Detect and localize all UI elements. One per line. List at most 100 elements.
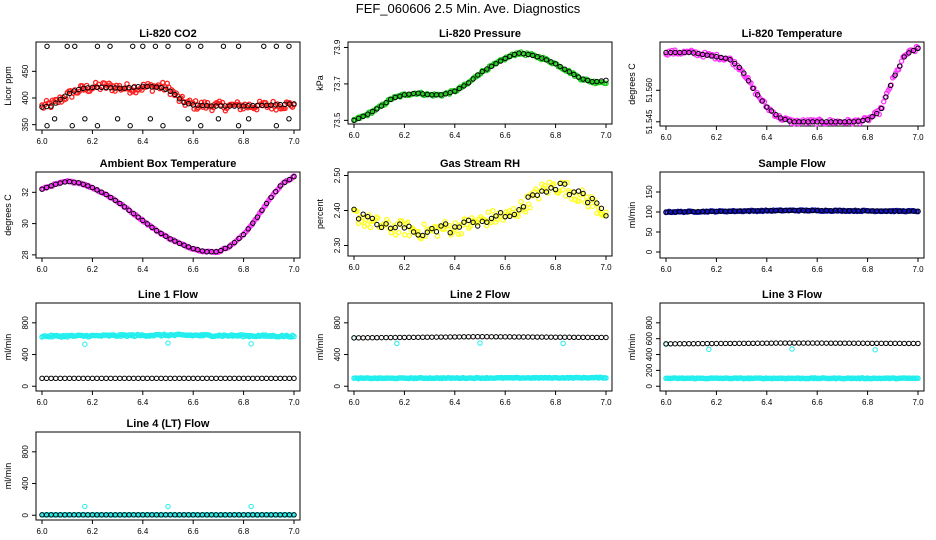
data-point — [117, 375, 123, 382]
x-tick-label: 6.4 — [137, 398, 149, 407]
y-tick-label: 150 — [645, 185, 654, 199]
data-point — [383, 334, 389, 341]
data-point — [406, 223, 412, 230]
data-point — [837, 340, 843, 346]
data-point — [420, 232, 426, 239]
data-point — [176, 96, 183, 102]
y-tick-label: 73.9 — [333, 39, 342, 55]
data-point — [575, 74, 582, 80]
series-avg — [351, 50, 609, 124]
series-spikes — [82, 503, 254, 510]
x-tick-label: 6.8 — [862, 398, 874, 407]
data-point — [261, 43, 267, 49]
data-point — [493, 213, 499, 219]
data-point — [82, 341, 88, 347]
data-point — [263, 200, 270, 207]
data-point — [768, 108, 775, 114]
data-point — [442, 221, 449, 227]
data-point — [915, 340, 921, 347]
data-point — [406, 232, 412, 239]
x-tick-label: 6.4 — [449, 131, 461, 140]
x-tick-label: 6.0 — [348, 263, 360, 272]
data-point — [552, 186, 559, 193]
data-point — [876, 111, 882, 118]
chart-title: Ambient Box Temperature — [100, 158, 237, 170]
data-point — [493, 61, 499, 67]
data-point — [580, 190, 586, 197]
chart-panel-3: Li-820 Temperature degrees C 6.0 6.2 6.4 6.6 6… — [627, 28, 925, 142]
data-point — [360, 113, 366, 120]
data-point — [394, 340, 400, 347]
data-point — [494, 216, 500, 223]
data-point — [456, 224, 463, 230]
x-tick-label: 7.0 — [912, 265, 924, 274]
x-tick-label: 6.4 — [449, 263, 461, 272]
data-point — [548, 334, 554, 340]
x-tick-label: 6.0 — [348, 398, 360, 407]
data-point — [527, 204, 533, 211]
data-point — [745, 74, 751, 81]
data-point — [82, 503, 88, 510]
data-point — [272, 188, 279, 195]
data-point — [898, 58, 905, 64]
x-tick-label: 6.2 — [87, 527, 99, 536]
data-point — [374, 221, 380, 228]
data-point — [910, 47, 917, 54]
data-point — [282, 179, 288, 186]
data-point — [906, 340, 912, 347]
data-point — [533, 186, 539, 192]
data-point — [534, 192, 540, 198]
data-point — [254, 375, 261, 382]
x-tick-label: 6.2 — [87, 398, 99, 407]
data-point — [722, 340, 729, 347]
data-point — [291, 333, 297, 340]
data-point — [277, 183, 283, 189]
x-tick-label: 6.8 — [238, 398, 250, 407]
data-point — [686, 340, 692, 347]
data-point — [522, 209, 529, 215]
data-point — [259, 207, 265, 214]
data-point — [832, 340, 839, 346]
data-point — [231, 239, 238, 246]
data-point — [387, 96, 394, 103]
data-point — [160, 123, 166, 129]
data-point — [365, 213, 371, 220]
plot-frame — [659, 302, 925, 392]
data-point — [584, 77, 591, 84]
data-point — [121, 375, 128, 382]
data-point — [869, 340, 875, 346]
data-point — [452, 334, 458, 340]
data-point — [497, 58, 504, 64]
data-point — [566, 191, 573, 198]
series-raw — [351, 179, 609, 242]
data-point — [722, 55, 729, 61]
data-point — [560, 187, 566, 193]
data-point — [163, 375, 169, 382]
data-point — [245, 375, 251, 382]
chart-panel-6: Sample Flow ml/min 6.0 6.2 6.4 6.6 6.8 7.0 0 50 10… — [627, 158, 925, 274]
data-point — [39, 186, 45, 192]
x-tick-label: 7.0 — [600, 263, 612, 272]
y-tick-label: 2.40 — [333, 202, 342, 218]
data-point — [736, 64, 743, 71]
x-tick-label: 7.0 — [288, 265, 300, 274]
data-point — [235, 43, 242, 49]
x-tick-label: 6.4 — [761, 133, 773, 142]
y-axis-label: kPa — [315, 75, 325, 91]
data-point — [594, 200, 600, 206]
x-tick-label: 6.0 — [36, 527, 48, 536]
x-tick-label: 6.8 — [550, 263, 562, 272]
x-tick-label: 7.0 — [288, 398, 300, 407]
data-point — [709, 340, 715, 347]
data-point — [442, 334, 449, 340]
data-point — [557, 63, 563, 70]
data-point — [589, 195, 595, 202]
data-point — [401, 334, 408, 341]
data-point — [465, 334, 472, 340]
data-point — [365, 335, 371, 341]
data-point — [438, 334, 444, 340]
data-point — [39, 375, 45, 382]
y-tick-label: 400 — [21, 91, 30, 105]
data-point — [603, 209, 609, 215]
page-title: FEF_060606 2.5 Min. Ave. Diagnostics — [355, 1, 581, 16]
